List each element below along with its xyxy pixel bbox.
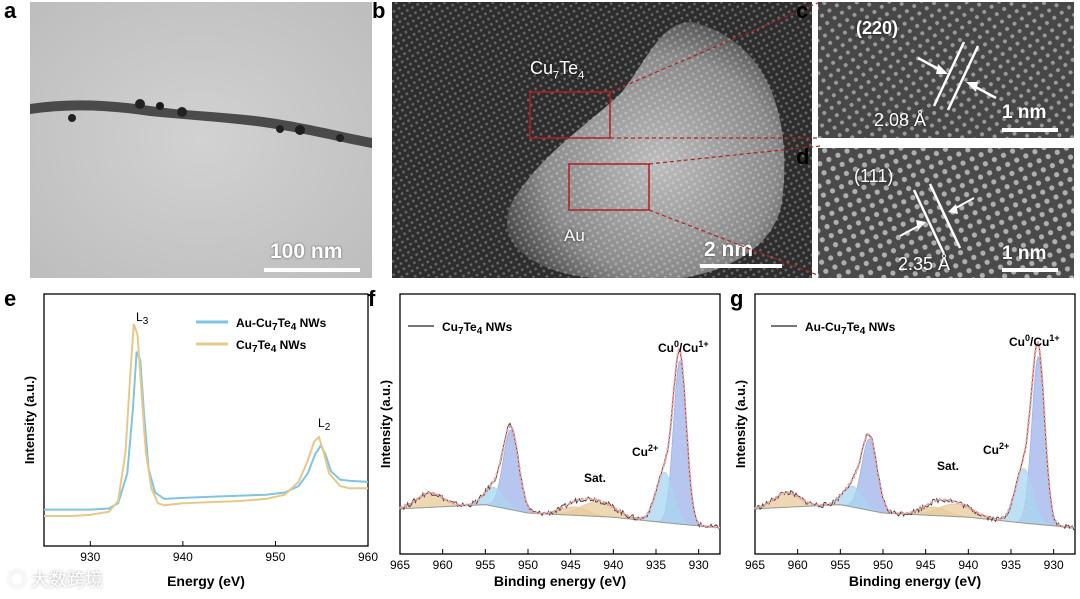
annotation-cu2: Cu2+ (632, 443, 658, 459)
x-tick-label: 935 (1001, 558, 1021, 572)
plane-label: (111) (854, 166, 894, 186)
x-tick-label: 950 (265, 550, 285, 564)
panel-label-d: d (796, 144, 810, 169)
y-axis-label: Intensity (a.u.) (378, 380, 393, 468)
spacing-label: 2.35 Å (898, 254, 951, 274)
plane-label: (220) (856, 18, 899, 38)
chart-e: 930 940 950 960 L3 L2 Au-Cu7Te4 NWs Cu7Te4 … (22, 293, 378, 589)
hrtem-image-c: (220) 2.08 Å 1 nm (818, 2, 1074, 138)
plot-frame (754, 293, 1076, 555)
scale-bar-label: 100 nm (270, 240, 343, 263)
haadf-lattice (392, 2, 812, 278)
x-tick-label: 940 (173, 550, 193, 564)
chart-g: 965 960 955 950 945 940 935 930 Au-Cu7Te4 NWs S… (733, 293, 1076, 589)
panel-label-c: c (796, 0, 809, 23)
y-axis-label: Intensity (a.u.) (733, 380, 748, 468)
scale-bar (700, 264, 782, 268)
scale-bar-label: 1 nm (1002, 243, 1047, 264)
x-tick-label: 965 (390, 558, 410, 572)
tem-nanowire (30, 2, 372, 278)
annotation-cu2: Cu2+ (983, 441, 1009, 457)
x-tick-label: 960 (358, 550, 378, 564)
x-tick-label: 950 (518, 558, 538, 572)
fit-envelope-line (399, 347, 721, 529)
x-tick-label: 930 (689, 558, 709, 572)
panel-label-f: f (368, 286, 376, 311)
scale-bar (1002, 268, 1058, 272)
hrtem-image-d: (111) 2.35 Å 1 nm (818, 148, 1074, 278)
panel-label-b: b (372, 0, 386, 23)
background-line (399, 504, 721, 529)
panel-label-e: e (4, 286, 17, 311)
zoom-connectors (609, 1, 820, 277)
x-tick-label: 950 (873, 558, 893, 572)
haadf-image: Cu7Te4 Au 2 nm (392, 2, 812, 278)
annotation-l2: L2 (318, 416, 331, 433)
annotation-sat: Sat. (584, 471, 606, 485)
x-axis-label: Binding energy (eV) (849, 573, 981, 589)
annotation-cu0: Cu0/Cu1+ (1009, 333, 1060, 349)
hrtem-lattice-d (818, 148, 1074, 278)
x-tick-label: 960 (433, 558, 453, 572)
panel-label-a: a (4, 0, 17, 23)
scale-bar (1002, 128, 1058, 132)
x-tick-label: 945 (916, 558, 936, 572)
scale-bar-label: 2 nm (704, 238, 754, 261)
x-tick-label: 955 (830, 558, 850, 572)
phase-label-au: Au (564, 226, 585, 245)
y-axis-label: Intensity (a.u.) (22, 376, 37, 464)
watermark: ◯ 大数跨境 (8, 570, 104, 590)
annotation-sat: Sat. (937, 459, 959, 473)
annotation-cu0: Cu0/Cu1+ (658, 339, 709, 355)
legend-label: Cu7Te4 NWs (442, 320, 513, 337)
x-axis-label: Binding energy (eV) (494, 573, 626, 589)
spacing-label: 2.08 Å (874, 110, 927, 130)
legend-label-cu7te4: Cu7Te4 NWs (236, 338, 307, 355)
scale-bar-label: 1 nm (1002, 102, 1047, 123)
plot-frame (399, 293, 721, 555)
legend-label-au-cu7te4: Au-Cu7Te4 NWs (236, 316, 327, 333)
background-line (754, 504, 1076, 529)
legend-label: Au-Cu7Te4 NWs (805, 320, 896, 337)
series-line-cu7te4 (44, 323, 368, 517)
hrtem-lattice-c (818, 2, 1074, 138)
phase-label-cu7te4: Cu7Te4 (530, 58, 585, 82)
x-tick-label: 945 (561, 558, 581, 572)
series-line-au-cu7te4 (44, 351, 369, 511)
x-tick-label: 930 (1044, 558, 1064, 572)
scale-bar (264, 268, 360, 272)
x-tick-label: 960 (788, 558, 808, 572)
x-axis-label: Energy (eV) (167, 573, 245, 589)
x-tick-label: 930 (80, 550, 100, 564)
x-tick-label: 965 (745, 558, 765, 572)
x-tick-label: 935 (646, 558, 666, 572)
fit-envelope-line (754, 340, 1076, 529)
chart-f: 965 960 955 950 945 940 935 930 Cu7Te4 NWs Sat.… (378, 293, 721, 589)
annotation-l3: L3 (136, 310, 149, 327)
x-tick-label: 940 (958, 558, 978, 572)
panel-label-g: g (730, 286, 744, 311)
x-tick-label: 955 (475, 558, 495, 572)
tem-image: 100 nm (30, 2, 372, 278)
x-tick-label: 940 (603, 558, 623, 572)
plot-frame (43, 293, 369, 547)
watermark-logo-icon: ◯ (8, 570, 26, 590)
